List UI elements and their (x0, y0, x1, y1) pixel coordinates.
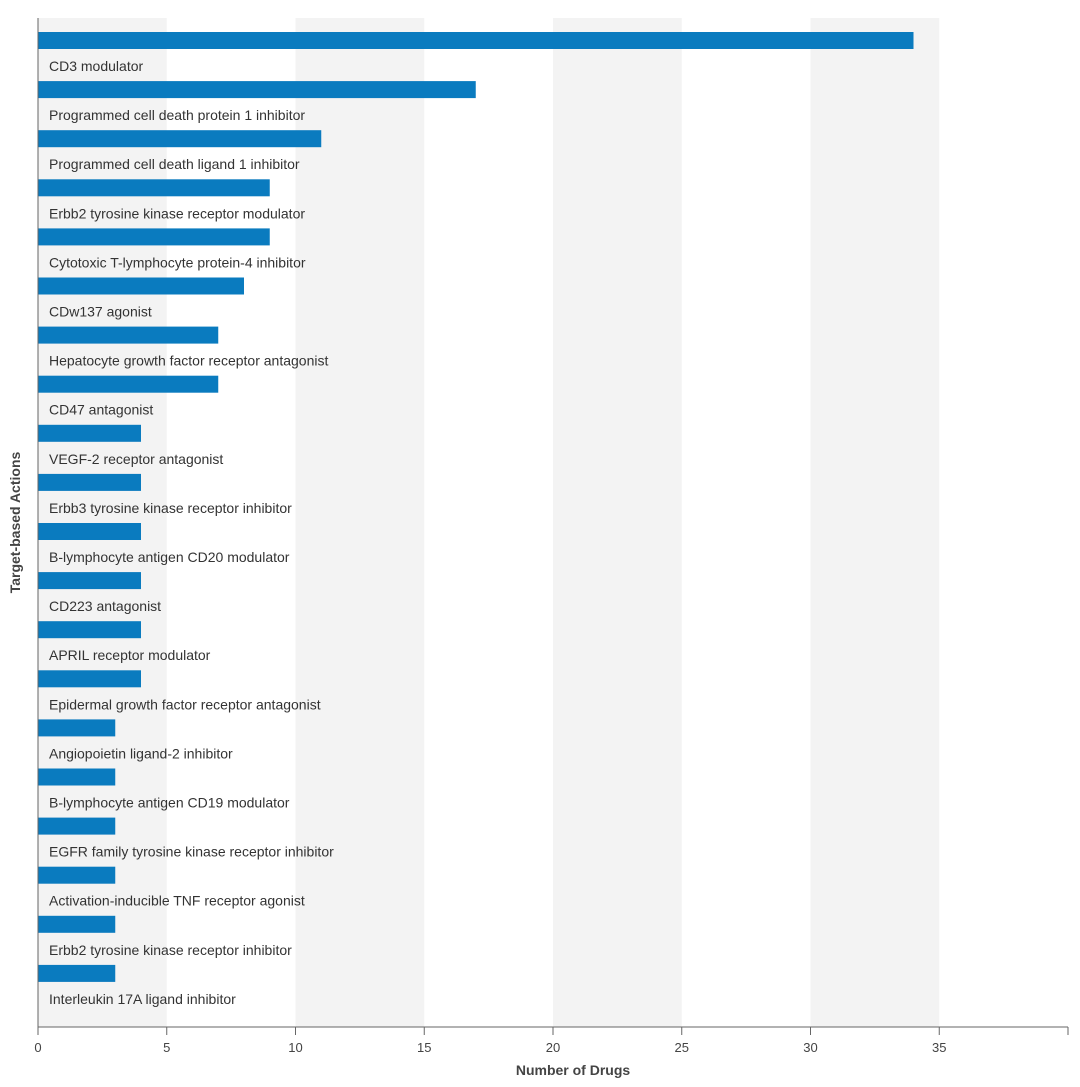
category-label: Erbb3 tyrosine kinase receptor inhibitor (49, 500, 292, 516)
y-axis-title: Target-based Actions (7, 452, 23, 594)
bar (38, 572, 141, 590)
bar (38, 130, 322, 148)
bar (38, 277, 244, 295)
bar (38, 768, 116, 786)
x-ticks-group: 0 5 10 15 20 25 30 35 (34, 1027, 1069, 1055)
category-label: APRIL receptor modulator (49, 647, 211, 663)
bar (38, 32, 914, 49)
bar (38, 424, 141, 442)
bar (38, 326, 219, 344)
category-label: B-lymphocyte antigen CD19 modulator (49, 795, 290, 811)
bar (38, 621, 141, 639)
category-label: Cytotoxic T-lymphocyte protein-4 inhibit… (49, 254, 306, 270)
category-label: Activation-inducible TNF receptor agonis… (49, 893, 305, 909)
category-label: CD223 antagonist (49, 598, 161, 614)
bar (38, 81, 476, 99)
bar (38, 670, 141, 688)
x-tick-label: 10 (288, 1040, 302, 1055)
category-label: Erbb2 tyrosine kinase receptor modulator (49, 205, 305, 221)
bar (38, 964, 116, 982)
grid-band (295, 18, 425, 1027)
x-tick-label: 30 (803, 1040, 817, 1055)
bar (38, 375, 219, 393)
category-label: Erbb2 tyrosine kinase receptor inhibitor (49, 942, 292, 958)
bar (38, 179, 270, 197)
category-label: EGFR family tyrosine kinase receptor inh… (49, 844, 334, 860)
category-label: VEGF-2 receptor antagonist (49, 451, 223, 467)
x-tick-label: 15 (417, 1040, 431, 1055)
bars-group (38, 32, 914, 982)
category-label: Programmed cell death protein 1 inhibito… (49, 107, 305, 123)
grid-band (553, 18, 682, 1027)
category-label: CD47 antagonist (49, 402, 153, 418)
bar (38, 866, 116, 884)
x-tick-label: 25 (675, 1040, 689, 1055)
x-tick-label: 35 (932, 1040, 946, 1055)
category-label: CDw137 agonist (49, 304, 152, 320)
category-label: Hepatocyte growth factor receptor antago… (49, 353, 328, 369)
bar (38, 523, 141, 540)
bar (38, 719, 116, 737)
bar (38, 915, 116, 933)
grid-band (810, 18, 940, 1027)
x-tick-label: 5 (163, 1040, 170, 1055)
x-tick-label: 0 (34, 1040, 41, 1055)
category-label: Interleukin 17A ligand inhibitor (49, 991, 236, 1007)
bar (38, 473, 141, 491)
x-axis-title: Number of Drugs (516, 1062, 631, 1078)
category-label: B-lymphocyte antigen CD20 modulator (49, 549, 290, 565)
category-label: Angiopoietin ligand-2 inhibitor (49, 745, 233, 761)
category-label: Programmed cell death ligand 1 inhibitor (49, 156, 300, 172)
x-tick-label: 20 (546, 1040, 560, 1055)
category-labels-group: CD3 modulator Programmed cell death prote… (49, 58, 334, 1007)
category-label: CD3 modulator (49, 58, 143, 74)
bar (38, 228, 270, 246)
category-label: Epidermal growth factor receptor antagon… (49, 696, 321, 712)
bar (38, 817, 116, 835)
